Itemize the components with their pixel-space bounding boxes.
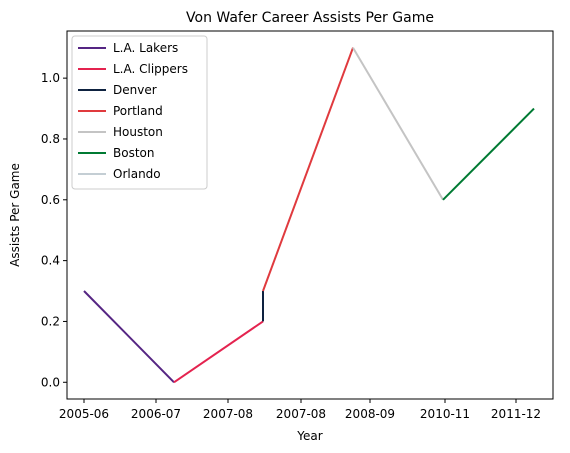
y-tick-label: 0.4 (41, 254, 60, 268)
legend: L.A. Lakers L.A. Clippers Denver Portland Ho… (71, 35, 208, 190)
series-line-portland (262, 47, 354, 292)
series-line-houston (352, 47, 444, 201)
legend-label-denver: Denver (113, 83, 157, 97)
x-tick-label: 2006-07 (131, 407, 181, 421)
y-tick-label: 0.8 (41, 132, 60, 146)
legend-box (71, 35, 208, 190)
x-tick-label: 2007-08 (203, 407, 253, 421)
x-axis-label: Year (296, 429, 322, 443)
x-axis: 2005-06 2006-07 2007-08 2007-08 2008-09 2010-… (59, 399, 541, 421)
x-tick-label: 2007-08 (276, 407, 326, 421)
x-tick-label: 2008-09 (345, 407, 395, 421)
y-axis: 0.0 0.2 0.4 0.6 0.8 1.0 (41, 71, 67, 389)
x-tick-label: 2005-06 (59, 407, 109, 421)
series-line-l-a-clippers (173, 320, 264, 384)
y-axis-label: Assists Per Game (8, 163, 22, 267)
legend-label-boston: Boston (113, 146, 154, 160)
x-tick-label: 2010-11 (420, 407, 470, 421)
legend-label-portland: Portland (113, 104, 163, 118)
y-tick-label: 1.0 (41, 71, 60, 85)
legend-label-houston: Houston (113, 125, 163, 139)
chart-title: Von Wafer Career Assists Per Game (186, 10, 434, 26)
legend-label-l-a-lakers: L.A. Lakers (113, 41, 178, 55)
y-tick-label: 0.2 (41, 314, 60, 328)
series-line-l-a-lakers (83, 290, 175, 384)
y-tick-label: 0.0 (41, 375, 60, 389)
plot-area (83, 47, 535, 384)
y-tick-label: 0.6 (41, 193, 60, 207)
legend-label-orlando: Orlando (113, 167, 161, 181)
series-line-boston (442, 107, 535, 201)
legend-label-l-a-clippers: L.A. Clippers (113, 62, 188, 76)
x-tick-label: 2011-12 (491, 407, 541, 421)
plot-frame (66, 30, 554, 400)
